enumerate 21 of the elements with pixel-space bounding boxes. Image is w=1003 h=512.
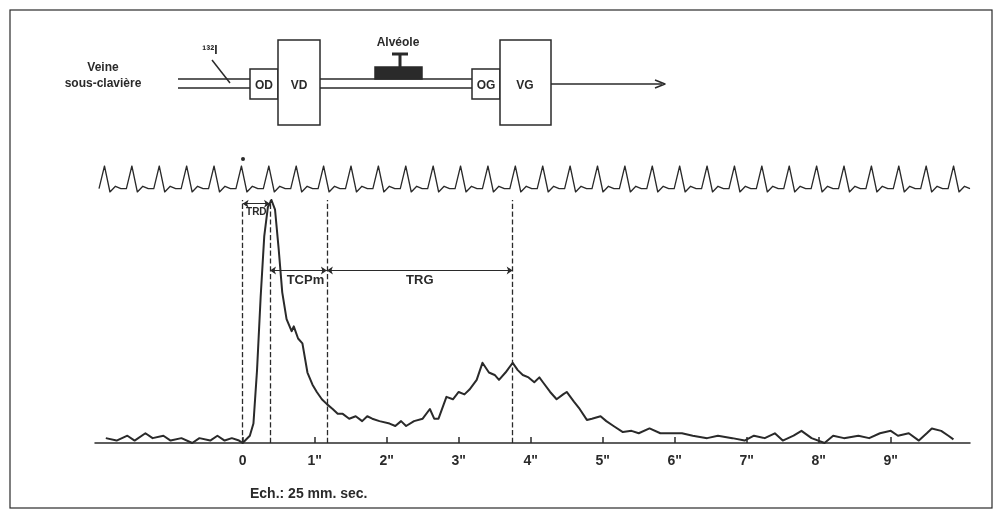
text: VD [290,78,308,92]
x-tick-label: 9" [883,452,898,468]
x-tick-label: 1" [307,452,322,468]
text: Ech.: 25 mm. sec. [250,485,368,501]
x-tick-label: 8" [811,452,826,468]
text: Veine sous-clavière [64,60,142,90]
text: ¹³²I [202,43,218,57]
x-tick-label: 5" [595,452,610,468]
text: Alvéole [376,35,420,49]
annotation: TCPm [286,272,325,288]
x-tick-label: 2" [379,452,394,468]
text: OG [476,78,496,92]
x-tick-label: 6" [667,452,682,468]
annotation: TRD [246,206,267,218]
text: VG [516,78,534,92]
x-tick-label: 4" [523,452,538,468]
x-tick-label: 7" [739,452,754,468]
annotation: TRG [406,272,434,288]
text: OD [255,78,274,92]
x-tick-label: 3" [451,452,466,468]
x-tick-label: 0 [238,452,247,468]
